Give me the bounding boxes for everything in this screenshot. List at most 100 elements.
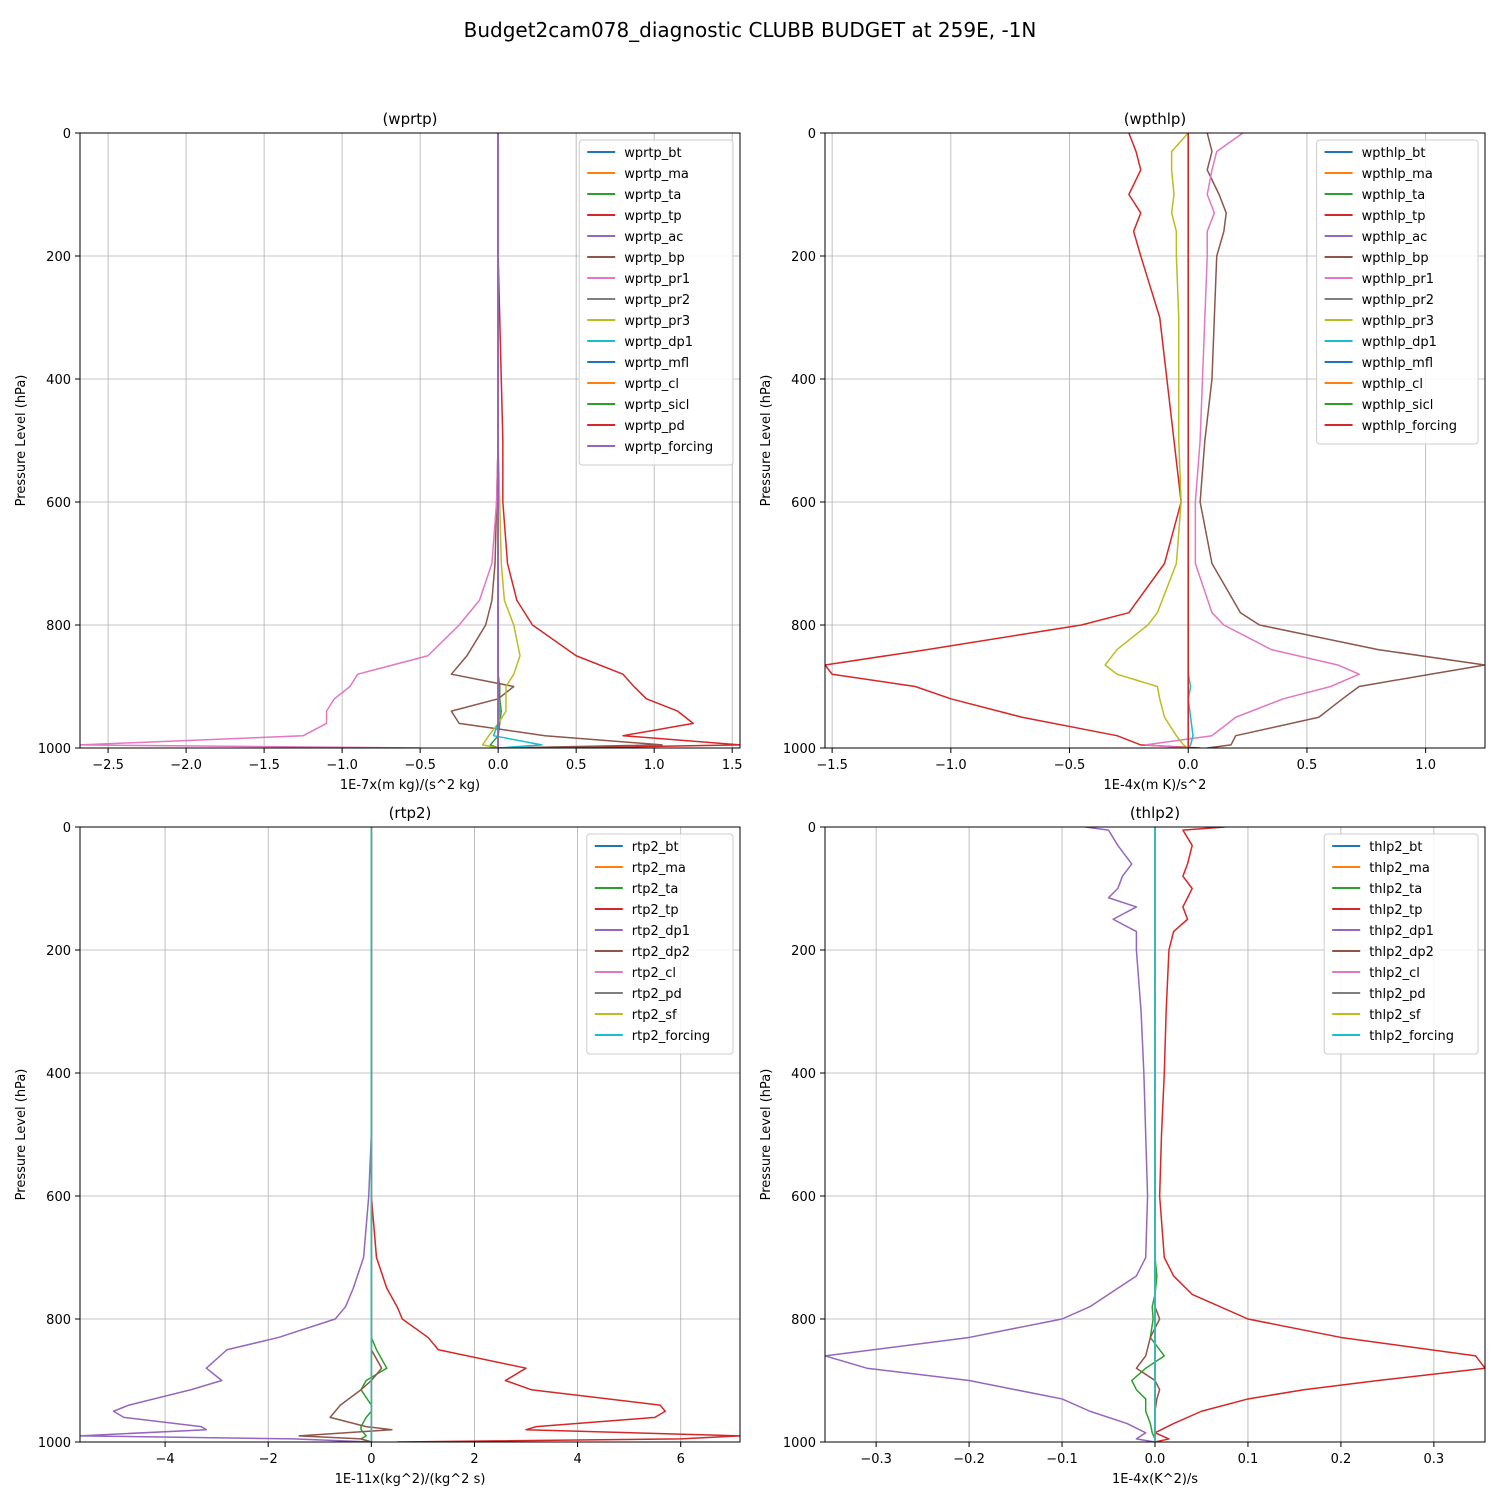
x-tick-label: −4 (155, 1452, 174, 1467)
legend-label: wprtp_pr3 (624, 314, 690, 329)
series-group (825, 827, 1485, 1442)
panel-2: −4 −2 0 2 4 6 0 200 400 600 800 1000 (rtp2) 1E-11x(kg… (14, 804, 741, 1487)
x-axis-label: 1E-4x(K^2)/s (1112, 1472, 1198, 1487)
series-group (80, 827, 740, 1442)
x-tick-label: −2.0 (170, 758, 202, 773)
legend-label: wprtp_bp (624, 251, 685, 266)
x-tick-label: 0.5 (566, 758, 587, 773)
panel-title: (rtp2) (389, 804, 432, 822)
x-tick-label: 1.0 (644, 758, 665, 773)
series-line-thlp2_dp1 (825, 827, 1156, 1442)
legend-label: thlp2_tp (1369, 903, 1422, 918)
legend-label: thlp2_dp2 (1369, 945, 1434, 960)
panels: −2.5 −2.0 −1.5 −1.0 −0.5 0.0 0.5 1.0 1.502004006… (14, 110, 1486, 1487)
legend-label: wprtp_pd (624, 419, 685, 434)
legend-box (586, 833, 734, 1055)
legend-label: thlp2_sf (1369, 1008, 1421, 1023)
x-tick-label: 2 (470, 1452, 478, 1467)
y-tick-label: 600 (791, 1190, 816, 1205)
legend-label: rtp2_bt (632, 840, 679, 855)
legend-label: wpthlp_ac (1362, 230, 1428, 245)
y-axis-label: Pressure Level (hPa) (759, 375, 774, 507)
panel-3: −0.3 −0.2 −0.1 0.0 0.1 0.2 0.3 0 200 400 600 800 100… (759, 804, 1486, 1487)
y-tick-label: 800 (791, 1313, 816, 1328)
series-line-wpthlp_bp (1199, 133, 1485, 748)
legend-label: rtp2_dp2 (632, 945, 690, 960)
legend-label: wpthlp_pr2 (1362, 293, 1434, 308)
legend-label: wpthlp_dp1 (1362, 335, 1437, 350)
legend-label: thlp2_dp1 (1369, 924, 1434, 939)
legend: rtp2_bt rtp2_ma rtp2_ta rtp2_tp rtp2_dp1 rtp2… (586, 833, 734, 1055)
x-tick-label: 0.3 (1424, 1452, 1445, 1467)
legend-label: wpthlp_sicl (1362, 398, 1434, 413)
y-tick-label: 800 (46, 619, 71, 634)
legend-label: wprtp_tp (624, 209, 681, 224)
y-tick-label: 600 (791, 496, 816, 511)
y-tick-label: 0 (63, 821, 71, 836)
series-group (80, 133, 740, 748)
legend-label: wprtp_dp1 (624, 335, 693, 350)
y-tick-label: 400 (791, 373, 816, 388)
legend-label: wprtp_ac (624, 230, 683, 245)
x-axis-label: 1E-4x(m K)/s^2 (1104, 778, 1207, 793)
x-tick-label: −2.5 (92, 758, 124, 773)
legend-label: rtp2_forcing (632, 1029, 710, 1044)
y-tick-label: 1000 (783, 742, 816, 757)
legend-label: rtp2_ma (632, 861, 686, 876)
y-tick-label: 200 (46, 944, 71, 959)
panel-title: (wprtp) (382, 110, 437, 128)
legend-label: wprtp_ta (624, 188, 681, 203)
x-tick-label: −0.3 (860, 1452, 892, 1467)
legend-label: wprtp_bt (624, 146, 681, 161)
axes-frame (824, 132, 1486, 749)
y-tick-label: 200 (46, 250, 71, 265)
legend-label: thlp2_ta (1369, 882, 1422, 897)
x-tick-label: 0 (367, 1452, 375, 1467)
y-axis-label: Pressure Level (hPa) (14, 1069, 29, 1201)
legend-label: rtp2_sf (632, 1008, 677, 1023)
series-line-wpthlp_pr1 (1144, 133, 1360, 748)
legend-label: rtp2_tp (632, 903, 679, 918)
legend-label: rtp2_pd (632, 987, 682, 1002)
legend-label: thlp2_bt (1369, 840, 1422, 855)
x-tick-label: 0.0 (1178, 758, 1199, 773)
y-tick-label: 600 (46, 1190, 71, 1205)
y-tick-label: 800 (791, 619, 816, 634)
legend: wprtp_bt wprtp_ma wprtp_ta wprtp_tp wprtp_ac… (578, 139, 734, 466)
legend: thlp2_bt thlp2_ma thlp2_ta thlp2_tp thlp2_dp… (1323, 833, 1479, 1055)
series-line-thlp2_tp (1154, 827, 1485, 1442)
y-tick-label: 400 (791, 1067, 816, 1082)
legend-label: wprtp_sicl (624, 398, 689, 413)
legend-label: wpthlp_bp (1362, 251, 1429, 266)
x-tick-label: 0.5 (1297, 758, 1318, 773)
series-line-wpthlp_tp (825, 133, 1201, 748)
y-tick-label: 0 (63, 127, 71, 142)
y-tick-label: 600 (46, 496, 71, 511)
legend-label: thlp2_cl (1369, 966, 1420, 981)
series-line-wpthlp_pr3 (1104, 133, 1189, 748)
y-tick-label: 200 (791, 944, 816, 959)
x-tick-label: −0.5 (404, 758, 436, 773)
legend-label: wpthlp_tp (1362, 209, 1426, 224)
x-tick-label: 4 (573, 1452, 581, 1467)
legend-label: rtp2_dp1 (632, 924, 690, 939)
legend-label: wprtp_forcing (624, 440, 713, 455)
y-tick-label: 1000 (783, 1436, 816, 1451)
y-tick-label: 200 (791, 250, 816, 265)
x-tick-label: −0.5 (1054, 758, 1086, 773)
series-group (825, 133, 1485, 748)
panel-title: (thlp2) (1130, 804, 1180, 822)
axes-frame (79, 132, 741, 749)
legend: wpthlp_bt wpthlp_ma wpthlp_ta wpthlp_tpwpth… (1316, 139, 1479, 445)
panel-0: −2.5 −2.0 −1.5 −1.0 −0.5 0.0 0.5 1.0 1.5 0 200 400 6… (14, 110, 743, 793)
figure-suptitle: Budget2cam078_diagnostic CLUBB BUDGET at… (464, 18, 1037, 42)
y-tick-label: 800 (46, 1313, 71, 1328)
legend-box (1316, 139, 1479, 445)
legend-label: wpthlp_pr1 (1362, 272, 1434, 287)
legend-label: rtp2_ta (632, 882, 679, 897)
y-tick-label: 0 (808, 127, 816, 142)
legend-label: thlp2_pd (1369, 987, 1425, 1002)
legend-label: wpthlp_ta (1362, 188, 1426, 203)
x-tick-label: −1.0 (935, 758, 967, 773)
legend-box (1323, 833, 1479, 1055)
